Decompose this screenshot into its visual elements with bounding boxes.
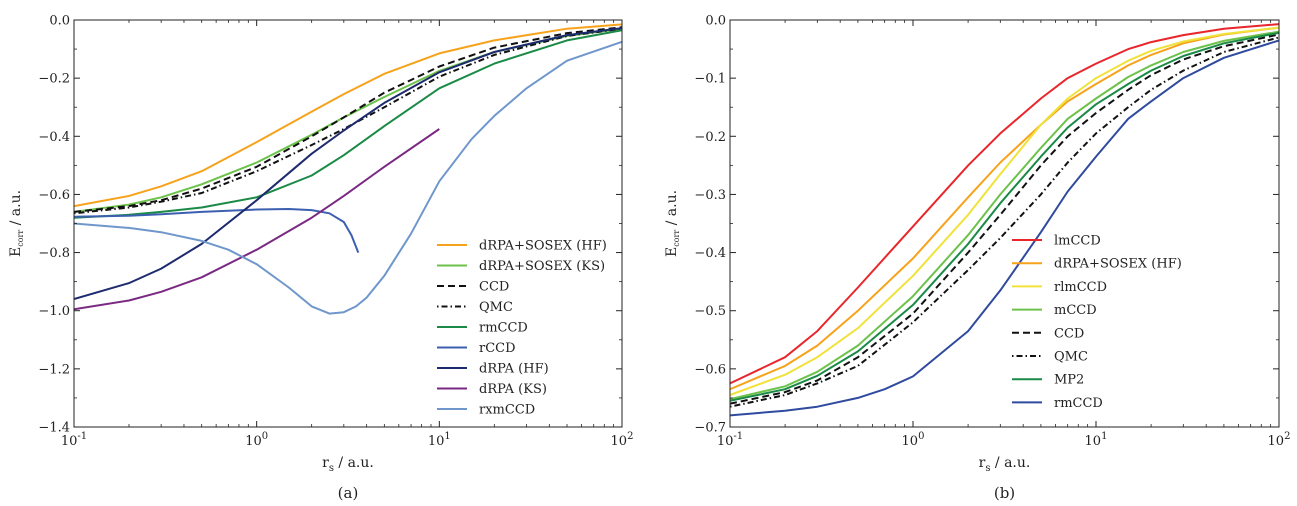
x-tick-label: 100: [902, 431, 925, 449]
x-tick-label: 10-1: [717, 431, 743, 449]
series-line-mp2: [730, 31, 1279, 402]
series-line-lmccd: [730, 23, 1279, 385]
x-tick-label: 100: [245, 431, 268, 449]
chart-panel-a: 10-1 100 101 102 0.0 −0.2 −0.4 −0.6 −0.8 −1.0 −1.2…: [8, 14, 633, 503]
x-tick-label: 10-1: [61, 431, 87, 449]
y-tick-label: −0.4: [38, 130, 70, 145]
series-line-rccd: [74, 208, 360, 253]
series-line-drpa-sosex-hf: [74, 23, 622, 208]
x-axis-label: rs / a.u.: [322, 455, 374, 474]
y-tick-label: −0.5: [694, 304, 726, 319]
legend-label: CCD: [1054, 326, 1084, 341]
panel-label: (b): [994, 484, 1015, 502]
y-tick-label: 0.0: [705, 14, 726, 29]
series-line-rlmccd: [730, 26, 1279, 396]
legend: lmCCD dRPA+SOSEX (HF) rlmCCD mCCD CCD QMC MP2 r…: [1012, 234, 1182, 411]
series-line-rxmccd: [74, 40, 622, 315]
series-line-rmccd: [730, 39, 1279, 417]
legend-label: rmCCD: [1054, 396, 1103, 411]
legend-label: mCCD: [1054, 303, 1097, 318]
axes-frame: [729, 19, 1280, 428]
legend-label: dRPA+SOSEX (HF): [1054, 257, 1182, 272]
legend-label: lmCCD: [1054, 234, 1101, 249]
plot-area: [730, 23, 1279, 417]
y-tick-label: −0.6: [38, 188, 70, 203]
series-line-drpa-ks: [74, 128, 440, 311]
legend-label: CCD: [479, 280, 509, 295]
y-tick-label: −0.1: [694, 72, 726, 87]
series-line-rmccd: [74, 29, 622, 219]
series-line-qmc: [74, 27, 622, 215]
y-tick-label: −1.4: [38, 421, 70, 436]
legend-label: dRPA (HF): [479, 362, 549, 377]
legend-label: dRPA+SOSEX (KS): [479, 259, 605, 274]
series-line-qmc: [730, 36, 1279, 408]
legend-label: QMC: [479, 300, 513, 315]
plot-area: [74, 23, 622, 315]
legend: dRPA+SOSEX (HF) dRPA+SOSEX (KS) CCD QMC rmCC…: [437, 239, 607, 418]
y-axis-label: Ecorr / a.u.: [664, 190, 681, 257]
y-tick-label: −0.2: [694, 130, 726, 145]
y-tick-label: 0.0: [49, 14, 70, 29]
legend-label: QMC: [1054, 350, 1088, 365]
y-tick-label: −0.3: [694, 188, 726, 203]
series-line-drpa-hf: [74, 27, 622, 301]
y-tick-label: −0.2: [38, 72, 70, 87]
y-tick-label: −0.7: [694, 421, 726, 436]
x-axis-label: rs / a.u.: [979, 455, 1031, 474]
series-line-drpa-sosex-ks: [74, 27, 622, 213]
y-tick-label: −0.8: [38, 246, 70, 261]
legend-label: MP2: [1054, 373, 1084, 388]
x-tick-label: 101: [1085, 431, 1108, 449]
legend-label: rlmCCD: [1054, 280, 1107, 295]
y-axis-label: Ecorr / a.u.: [8, 190, 25, 257]
y-tick-label: −1.2: [38, 362, 70, 377]
legend-label: rxmCCD: [479, 403, 535, 418]
x-tick-label: 101: [428, 431, 451, 449]
panel-label: (a): [338, 484, 359, 502]
series-line-mccd: [730, 30, 1279, 401]
x-tick-label: 102: [1268, 431, 1291, 449]
legend-label: dRPA+SOSEX (HF): [479, 239, 607, 254]
legend-label: dRPA (KS): [479, 382, 547, 397]
legend-label: rCCD: [479, 341, 516, 356]
y-tick-label: −1.0: [38, 304, 70, 319]
y-tick-label: −0.4: [694, 246, 726, 261]
y-tick-label: −0.6: [694, 362, 726, 377]
chart-panel-b: 10-1 100 101 102 0.0 −0.1 −0.2 −0.3 −0.4 −0.5 −0.6…: [664, 14, 1290, 503]
series-line-ccd: [74, 26, 622, 213]
x-tick-label: 102: [611, 431, 634, 449]
legend-label: rmCCD: [479, 321, 528, 336]
